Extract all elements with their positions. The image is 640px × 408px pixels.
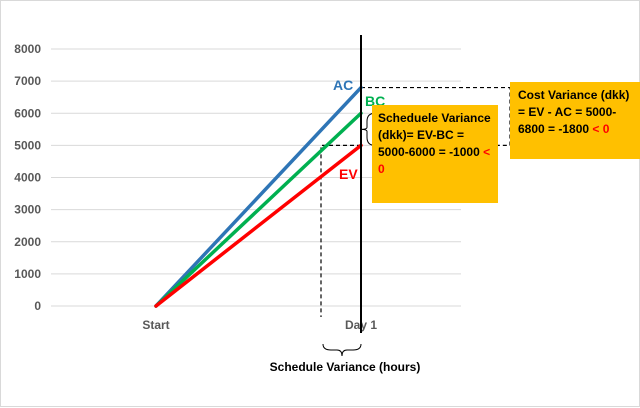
y-tick-label: 3000 [14, 203, 41, 217]
y-tick-label: 6000 [14, 106, 41, 120]
y-tick-label: 7000 [14, 74, 41, 88]
schedule-variance-hours-label: Schedule Variance (hours) [269, 360, 421, 374]
cost-variance-callout: Cost Variance (dkk) = EV - AC = 5000-680… [510, 82, 640, 159]
series-label-ac: AC [333, 77, 353, 93]
ev-dashed-guide [320, 144, 361, 317]
schedule-variance-hours-brace [322, 343, 362, 357]
cost-variance-negative: < 0 [592, 122, 610, 136]
y-tick-label: 1000 [14, 267, 41, 281]
y-tick-label: 0 [34, 299, 41, 313]
schedule-variance-negative: < 0 [378, 145, 491, 176]
series-line-ev [154, 143, 363, 308]
y-tick-label: 8000 [14, 42, 41, 56]
schedule-variance-text: Scheduele Variance (dkk)= EV-BC = 5000-6… [378, 111, 491, 159]
series-line-bc [154, 111, 363, 308]
series-line-ac [154, 85, 363, 308]
y-tick-label: 5000 [14, 138, 41, 152]
series-label-ev: EV [339, 166, 358, 182]
y-tick-label: 2000 [14, 235, 41, 249]
cost-variance-text: Cost Variance (dkk) = EV - AC = 5000-680… [518, 88, 630, 136]
schedule-variance-callout: Scheduele Variance (dkk)= EV-BC = 5000-6… [372, 105, 498, 203]
x-tick-label: Start [142, 318, 169, 332]
y-tick-label: 4000 [14, 171, 41, 185]
